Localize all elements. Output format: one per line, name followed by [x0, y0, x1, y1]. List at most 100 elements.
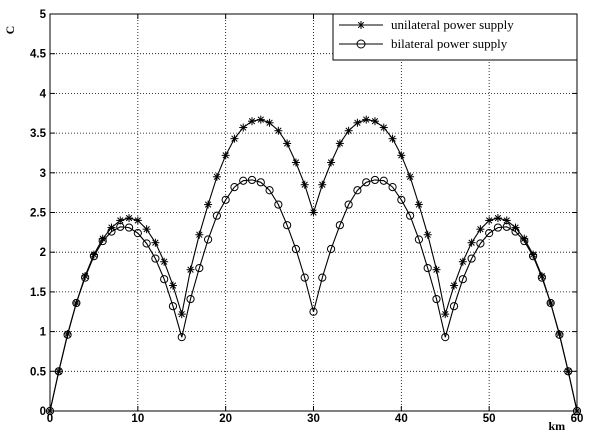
data-point-circle [72, 298, 81, 308]
asterisk-stroke [477, 225, 484, 233]
data-point-circle [511, 227, 520, 236]
data-point-asterisk [186, 265, 195, 274]
asterisk-stroke [450, 282, 458, 289]
x-axis-label: km [548, 419, 565, 432]
data-point-circle [467, 254, 476, 263]
legend-box [332, 13, 578, 61]
data-point-circle [124, 223, 134, 232]
data-point-circle [133, 229, 142, 238]
data-point-circle [89, 252, 99, 261]
data-point-asterisk [151, 238, 160, 247]
asterisk-stroke [424, 231, 431, 238]
asterisk-stroke [222, 152, 229, 159]
data-point-circle [564, 367, 573, 376]
legend-asterisk [357, 21, 365, 29]
data-point-asterisk [432, 265, 441, 274]
data-point-circle [555, 330, 564, 339]
y-tick-label: 3.5 [30, 128, 47, 140]
y-tick-label: 1 [40, 327, 47, 339]
data-point-circle [335, 221, 344, 230]
data-point-circle [423, 263, 432, 273]
series-bilateral [45, 175, 582, 416]
data-point-circle [344, 200, 353, 209]
asterisk-stroke [433, 266, 440, 273]
data-point-asterisk [142, 225, 151, 234]
asterisk-stroke [503, 217, 510, 224]
data-point-circle [54, 367, 63, 376]
data-point-circle [98, 236, 107, 246]
x-tick-label: 0 [47, 413, 53, 425]
asterisk-stroke [248, 118, 256, 125]
x-tick-label: 30 [307, 413, 320, 425]
data-point-asterisk [265, 118, 274, 127]
x-tick-label: 60 [571, 413, 584, 425]
y-tick-label: 4 [40, 88, 47, 100]
y-tick-label: 2 [40, 247, 46, 259]
data-point-circle [274, 200, 283, 209]
data-point-asterisk [370, 117, 379, 126]
data-point-circle [265, 186, 274, 195]
data-point-asterisk [397, 151, 406, 160]
plot-series [45, 115, 582, 416]
asterisk-stroke [310, 209, 317, 216]
data-point-circle [353, 186, 362, 195]
data-point-asterisk [344, 126, 353, 135]
legend-entry-unilateral: unilateral power supply [339, 17, 514, 32]
asterisk-stroke [143, 225, 150, 233]
legend-label-unilateral: unilateral power supply [391, 17, 514, 32]
data-point-circle [107, 227, 116, 236]
data-point-asterisk [467, 238, 476, 247]
x-tick-label: 20 [219, 413, 232, 425]
asterisk-stroke [468, 239, 475, 246]
data-point-circle [326, 244, 336, 254]
data-point-circle [309, 307, 318, 316]
data-point-circle [537, 273, 546, 282]
data-point-circle [441, 333, 450, 342]
data-point-circle [247, 175, 257, 185]
data-point-asterisk [230, 134, 239, 143]
data-point-asterisk [335, 139, 344, 148]
asterisk-stroke [398, 152, 405, 159]
asterisk-stroke [169, 282, 177, 289]
data-point-asterisk [388, 134, 397, 143]
data-point-asterisk [177, 310, 186, 319]
y-tick-label: 2.5 [30, 208, 47, 220]
data-point-circle [458, 275, 467, 284]
y-tick-label: 5 [40, 9, 47, 21]
data-point-circle [230, 182, 239, 192]
y-tick-label: 0.5 [30, 366, 47, 378]
data-point-circle [379, 176, 388, 185]
data-point-asterisk [274, 126, 283, 135]
asterisk-stroke [459, 258, 466, 265]
data-point-asterisk [476, 225, 485, 234]
asterisk-stroke [389, 135, 396, 142]
data-point-asterisk [414, 200, 423, 209]
data-point-circle [256, 178, 265, 187]
legend-circle [356, 39, 366, 49]
data-point-circle [388, 182, 397, 192]
series-unilateral [46, 115, 581, 415]
data-point-asterisk [239, 123, 248, 132]
asterisk-stroke [327, 159, 335, 166]
data-point-circle [283, 221, 292, 230]
x-tick-label: 50 [483, 413, 496, 425]
data-point-circle [520, 236, 529, 246]
data-point-asterisk [300, 180, 309, 189]
asterisk-stroke [161, 258, 168, 265]
asterisk-stroke [204, 201, 212, 208]
asterisk-stroke [152, 239, 159, 246]
asterisk-stroke [354, 119, 361, 126]
data-point-circle [204, 235, 213, 244]
asterisk-stroke [442, 310, 449, 318]
y-tick-label: 0 [40, 406, 46, 418]
series-line [49, 119, 578, 412]
data-point-circle [397, 195, 406, 204]
data-point-circle [493, 223, 503, 232]
asterisk-stroke [187, 266, 194, 273]
data-point-circle [546, 298, 555, 308]
asterisk-stroke [125, 214, 133, 222]
data-point-asterisk [256, 115, 265, 124]
y-tick-label: 4.5 [30, 49, 47, 61]
asterisk-stroke [292, 159, 300, 166]
data-point-asterisk [450, 281, 459, 290]
